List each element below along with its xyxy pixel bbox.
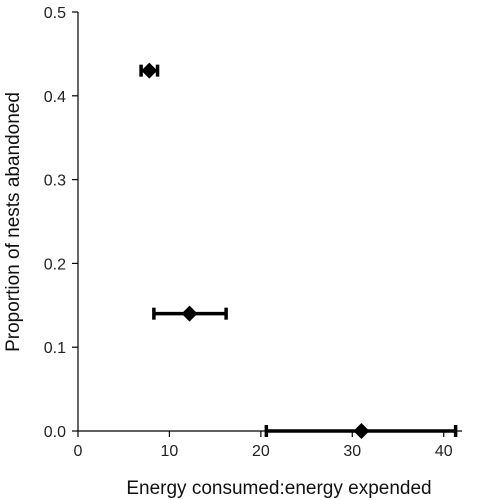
x-tick-label: 20 — [252, 443, 270, 460]
x-tick-label: 40 — [435, 443, 453, 460]
x-axis-label: Energy consumed:energy expended — [126, 478, 431, 499]
y-axis-label: Proportion of nests abandoned — [3, 92, 24, 352]
data-point — [141, 62, 158, 79]
y-tick-label: 0.3 — [44, 173, 66, 190]
x-tick-label: 10 — [161, 443, 179, 460]
y-tick-label: 0.0 — [44, 424, 66, 441]
y-tick-label: 0.4 — [44, 89, 66, 106]
y-tick-label: 0.5 — [44, 5, 66, 22]
y-tick-label: 0.2 — [44, 256, 66, 273]
axes: 0.0 0.1 0.2 0.3 0.4 0.5 0 10 20 30 40 — [44, 5, 462, 460]
data-points — [139, 62, 458, 439]
y-tick-label: 0.1 — [44, 340, 66, 357]
data-point — [181, 305, 198, 322]
data-point — [353, 423, 370, 439]
x-tick-label: 30 — [343, 443, 361, 460]
x-tick-label: 0 — [74, 443, 83, 460]
